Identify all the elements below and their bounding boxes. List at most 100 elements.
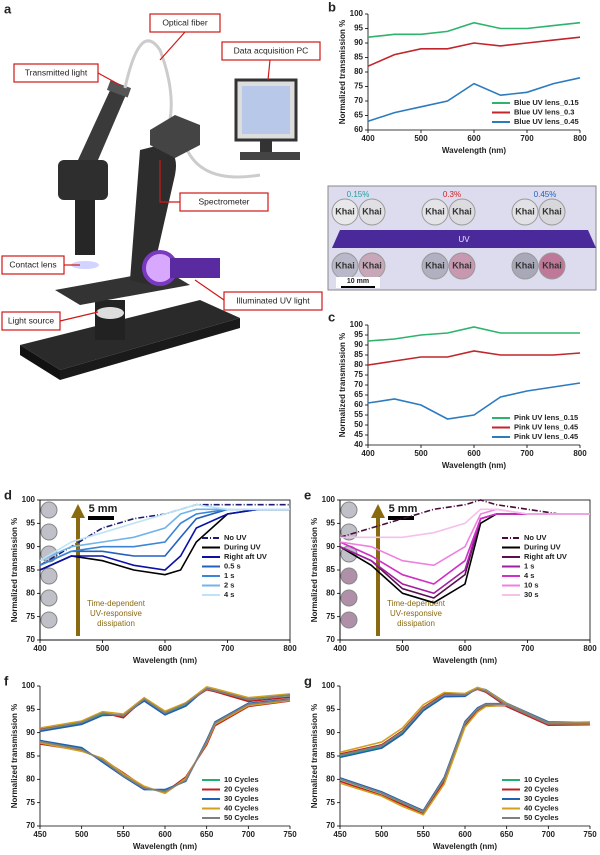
y-tick-label: 75 [354, 82, 363, 91]
y-tick-label: 85 [26, 565, 35, 574]
y-tick-label: 85 [26, 751, 35, 760]
y-axis-label: Normalized transmission % [310, 518, 319, 622]
x-tick-label: 450 [333, 830, 347, 839]
y-tick-label: 75 [326, 612, 335, 621]
y-tick-label: 90 [354, 340, 363, 349]
y-tick-label: 55 [354, 410, 363, 419]
x-tick-label: 700 [520, 449, 534, 458]
uv-band [332, 230, 596, 248]
y-tick-label: 65 [354, 390, 363, 399]
y-tick-label: 70 [326, 635, 335, 644]
lens [448, 252, 476, 280]
y-tick-label: 95 [326, 518, 335, 527]
contact-lens [71, 261, 99, 269]
legend-label: Right aft UV [224, 552, 267, 561]
scale-bar [388, 516, 414, 520]
x-axis-label: Wavelength (nm) [442, 461, 506, 470]
scale-label: 5 mm [89, 503, 118, 515]
concentration-label: 0.3% [443, 190, 461, 199]
x-tick-label: 600 [467, 449, 481, 458]
concentration-label: 0.45% [534, 190, 557, 199]
x-tick-label: 800 [583, 644, 597, 653]
annotation: Time-dependent [387, 599, 446, 608]
legend-label: During UV [224, 542, 261, 551]
y-axis-label: Normalized transmission % [310, 704, 319, 808]
x-tick-label: 500 [75, 830, 89, 839]
x-tick-label: 550 [117, 830, 131, 839]
lens [511, 198, 539, 226]
pointer [59, 311, 99, 322]
y-tick-label: 100 [322, 681, 336, 690]
legend-label: 2 s [224, 580, 234, 589]
annotation: dissipation [397, 619, 435, 628]
y-tick-label: 85 [354, 53, 363, 62]
y-tick-label: 90 [354, 38, 363, 47]
scale-label: 10 mm [347, 278, 369, 285]
y-tick-label: 70 [26, 635, 35, 644]
eyepiece-tube [78, 86, 128, 160]
legend-label: 10 Cycles [224, 775, 259, 784]
x-tick-label: 800 [573, 134, 587, 143]
legend-label: 20 Cycles [224, 784, 259, 793]
series-line [367, 382, 581, 420]
legend-label: 50 Cycles [224, 813, 259, 822]
x-axis-label: Wavelength (nm) [433, 656, 497, 665]
y-tick-label: 100 [22, 681, 36, 690]
x-tick-label: 500 [396, 644, 410, 653]
series-line [367, 36, 581, 67]
y-tick-label: 100 [350, 320, 364, 329]
lens-text: Khai [452, 206, 472, 216]
legend-label: Pink UV lens_0.45 [514, 432, 578, 441]
legend-label: Blue UV lens_0.3 [514, 107, 574, 116]
y-tick-label: 70 [326, 821, 335, 830]
cable [183, 144, 261, 179]
x-tick-label: 500 [375, 830, 389, 839]
eyepiece [106, 80, 132, 98]
x-tick-label: 600 [458, 830, 472, 839]
legend-label: 4 s [224, 590, 234, 599]
lens-icon [340, 589, 358, 607]
y-tick-label: 95 [354, 24, 363, 33]
lens-icon [40, 501, 58, 519]
label: Light source [8, 315, 55, 325]
uv-label: UV [458, 235, 470, 244]
y-tick-label: 100 [22, 495, 36, 504]
y-tick-label: 85 [354, 350, 363, 359]
label-box [221, 41, 321, 61]
x-tick-label: 700 [520, 134, 534, 143]
series-line [339, 703, 591, 813]
panel-letter: e [304, 487, 311, 502]
annotation: UV-responsive [390, 609, 443, 618]
panel-letter: c [328, 309, 335, 324]
lens [331, 198, 359, 226]
y-tick-label: 95 [326, 704, 335, 713]
lens-text: Khai [335, 206, 355, 216]
lens-photo: UV 0.15% 0.3% 0.45% Khai Khai Khai Khai Khai… [327, 185, 597, 291]
lens-text: Khai [542, 206, 562, 216]
series-line [339, 686, 591, 754]
base-side [20, 345, 60, 380]
y-tick-label: 80 [354, 360, 363, 369]
lens [421, 198, 449, 226]
y-tick-label: 60 [354, 400, 363, 409]
label: Spectrometer [198, 196, 249, 206]
panel-letter: g [304, 673, 312, 688]
series-line [367, 21, 581, 38]
y-tick-label: 80 [326, 588, 335, 597]
concentration-label: 0.15% [347, 190, 370, 199]
pointer [194, 279, 225, 301]
base [20, 300, 240, 370]
y-tick-label: 50 [354, 420, 363, 429]
uv-light-body [170, 258, 220, 278]
lens-text: Khai [362, 260, 382, 270]
base-front [60, 318, 240, 380]
scale-box [336, 277, 380, 288]
series-line [39, 503, 290, 562]
legend-label: 30 Cycles [224, 794, 259, 803]
pointer [97, 72, 121, 86]
scale-bar [341, 286, 375, 288]
series-line [39, 698, 291, 793]
y-tick-label: 75 [354, 370, 363, 379]
lens [421, 252, 449, 280]
pointer [159, 31, 186, 61]
